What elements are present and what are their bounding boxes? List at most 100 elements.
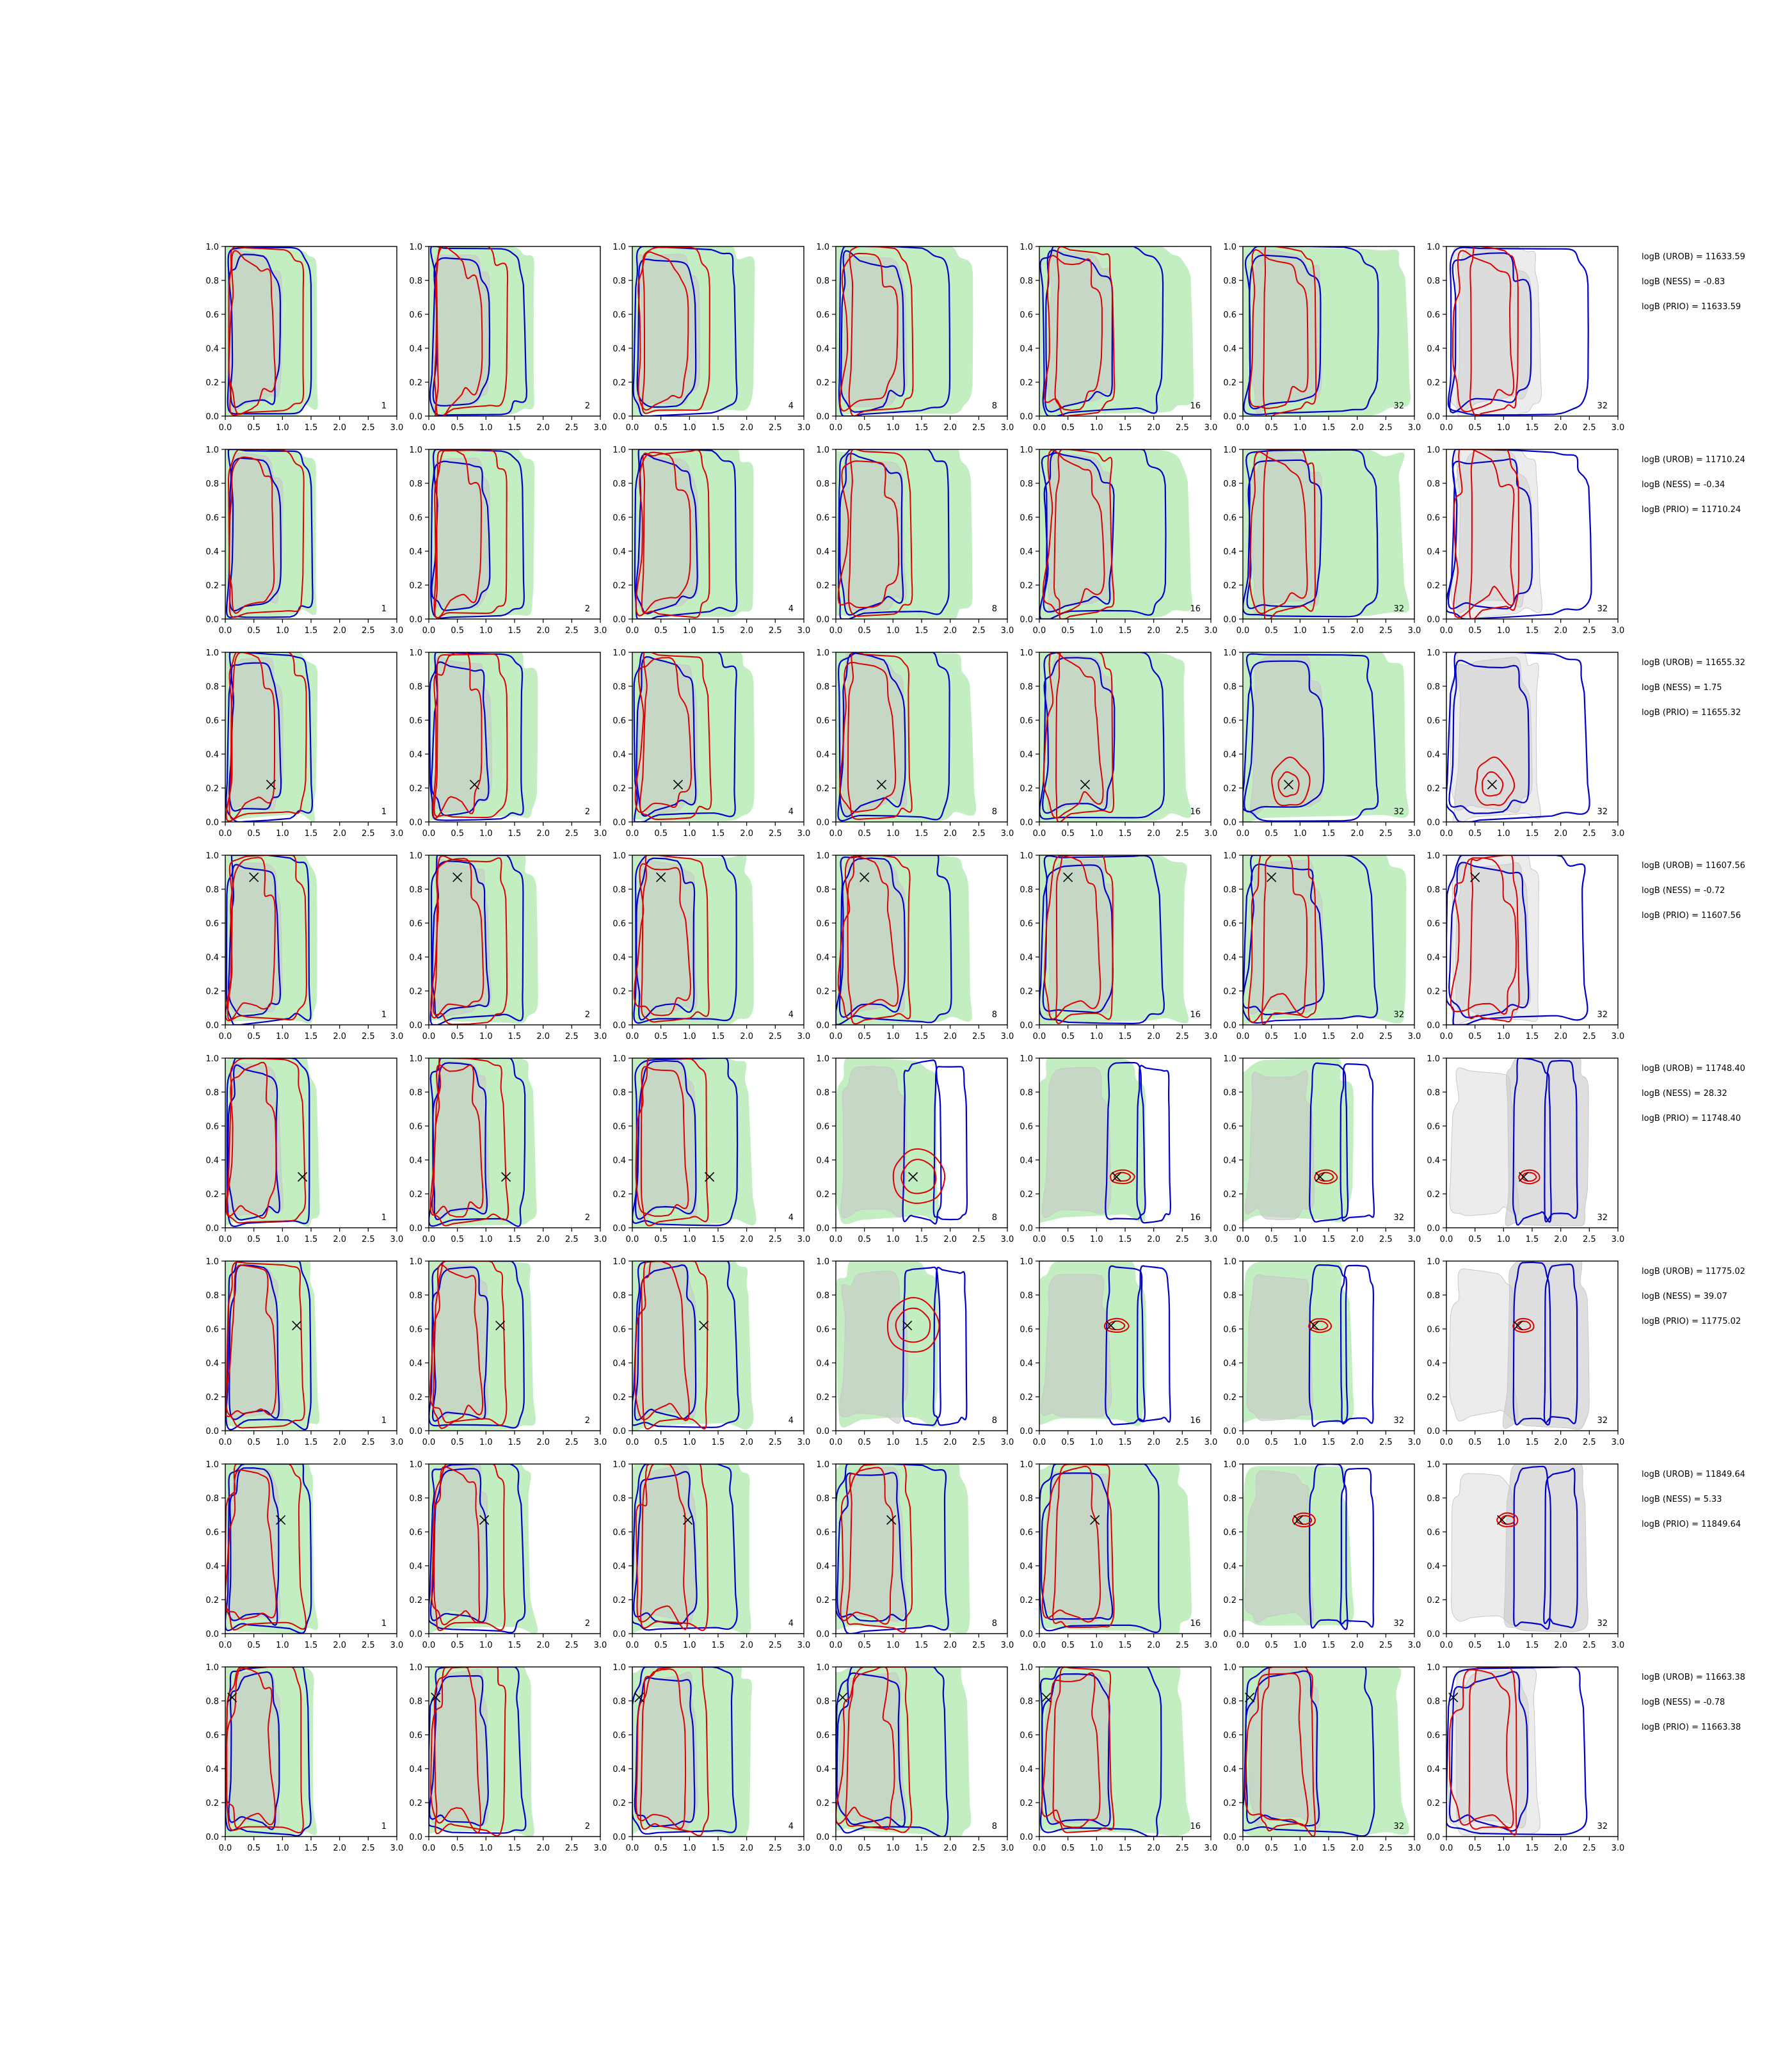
- subplot-contours: [1243, 1058, 1375, 1224]
- red-contour-inner: [837, 460, 900, 609]
- blue-contour-inner: [430, 661, 490, 817]
- prior-fill: [1046, 858, 1116, 1017]
- column-label: 32: [1393, 807, 1404, 817]
- marker-stroke-b: [452, 872, 463, 883]
- x-tick-label: 3.0: [1204, 1032, 1218, 1042]
- subplot-r2-c6: 0.0 0.5 1.0 1.5 2.0 2.5 3.0 0.0 0.2 0.4 0.6 0.8 1.0 3…: [1223, 446, 1421, 636]
- true-value-marker: [699, 1321, 709, 1331]
- x-tick-label: 2.0: [1350, 626, 1364, 636]
- red-contour-inner: [637, 251, 689, 411]
- x-tick-label: 1.5: [915, 1235, 929, 1244]
- y-tick-label: 0.4: [409, 953, 422, 963]
- marker-stroke-b: [902, 1321, 913, 1331]
- subplot-contours: [1243, 1667, 1409, 1837]
- true-value-marker: [1309, 1321, 1320, 1331]
- red-contour-outer: [887, 1297, 940, 1353]
- prior-fill: [1454, 656, 1533, 814]
- red-contour-inner: [1108, 1320, 1126, 1331]
- x-tick-label: 1.5: [1119, 1032, 1132, 1042]
- x-tick-label: 2.5: [769, 626, 782, 636]
- marker-stroke-b: [673, 780, 684, 790]
- x-tick-label: 1.0: [683, 1641, 696, 1650]
- prior-fill: [227, 1467, 281, 1622]
- red-contour-outer: [225, 1058, 307, 1224]
- y-tick-label: 1.0: [1427, 1257, 1440, 1267]
- red-contour-inner: [1516, 1321, 1532, 1331]
- y-tick-label: 0.0: [1223, 615, 1236, 625]
- red-contour-inner: [839, 661, 897, 813]
- y-tick-label: 0.2: [1020, 581, 1033, 591]
- x-tick-label: 0.5: [1468, 1641, 1482, 1650]
- blue-contour-outer: [837, 652, 950, 822]
- red-contour-inner: [635, 1464, 689, 1630]
- x-tick-label: 3.0: [390, 626, 404, 636]
- x-tick-label: 0.5: [858, 829, 871, 839]
- marker-stroke-b: [886, 1515, 897, 1525]
- y-tick-label: 0.4: [816, 547, 829, 557]
- prior-fill: [226, 862, 283, 1014]
- subplot-contours: [1446, 1667, 1588, 1836]
- true-value-marker: [1267, 872, 1277, 883]
- x-tick-label: 2.5: [1583, 1641, 1596, 1650]
- y-tick-label: 0.4: [409, 1156, 422, 1166]
- red-contour-inner: [1041, 1465, 1101, 1623]
- x-tick-label: 2.5: [769, 1641, 782, 1650]
- x-tick-label: 2.0: [1350, 1438, 1364, 1447]
- red-contour-outer: [641, 246, 710, 414]
- marker-stroke-b: [495, 1321, 506, 1331]
- red-contour-inner: [431, 1465, 481, 1626]
- red-contour-outer: [639, 652, 712, 821]
- column-label: 32: [1393, 1213, 1404, 1223]
- true-value-marker: [469, 780, 480, 790]
- x-tick-label: 2.0: [1350, 423, 1364, 433]
- x-tick-label: 3.0: [594, 1235, 607, 1244]
- blue-contour-outer: [225, 1261, 312, 1431]
- true-value-marker: [249, 872, 259, 883]
- y-tick-label: 0.0: [612, 1630, 626, 1639]
- y-tick-label: 1.0: [816, 851, 829, 861]
- subplot-contours: [429, 1261, 536, 1431]
- x-tick-label: 0.0: [219, 1032, 232, 1042]
- subplot-contours: [225, 1261, 320, 1431]
- column-label: 32: [1393, 1619, 1404, 1629]
- red-contour-inner: [633, 863, 692, 1017]
- logB-annotations-row-6: logB (UROB) = 11775.02 logB (NESS) = 39.0…: [1642, 1267, 1745, 1326]
- marker-stroke-b: [1080, 780, 1091, 790]
- red-contour-inner: [225, 1469, 277, 1620]
- x-tick-label: 0.0: [1236, 1844, 1250, 1853]
- y-tick-label: 0.8: [1223, 479, 1236, 489]
- x-tick-label: 2.0: [1147, 1641, 1160, 1650]
- x-tick-label: 3.0: [390, 1438, 404, 1447]
- x-tick-label: 2.0: [536, 1438, 550, 1447]
- prior-fill-wide: [1448, 1667, 1540, 1836]
- x-tick-label: 0.0: [422, 829, 436, 839]
- red-contour-inner: [432, 652, 483, 819]
- x-tick-label: 2.0: [333, 423, 346, 433]
- blue-contour-outer: [429, 855, 524, 1025]
- logB-prio-label: logB (PRIO) = 11633.59: [1642, 302, 1741, 312]
- y-tick-label: 1.0: [816, 648, 829, 658]
- y-tick-label: 0.8: [409, 1697, 422, 1707]
- column-label: 4: [788, 604, 794, 614]
- x-tick-label: 0.5: [247, 1438, 260, 1447]
- true-value-marker: [902, 1321, 913, 1331]
- y-tick-label: 1.0: [1427, 243, 1440, 252]
- y-tick-label: 0.4: [816, 1562, 829, 1572]
- marker-stroke-b: [431, 1693, 441, 1703]
- x-tick-label: 2.0: [1147, 1235, 1160, 1244]
- x-tick-label: 1.0: [886, 1032, 900, 1042]
- marker-stroke-b: [479, 1515, 490, 1525]
- subplot-r1-c4: 0.0 0.5 1.0 1.5 2.0 2.5 3.0 0.0 0.2 0.4 0.6 0.8 1.0 8: [816, 243, 1014, 433]
- y-tick-label: 0.2: [612, 1596, 626, 1605]
- subplot-r3-c3: 0.0 0.5 1.0 1.5 2.0 2.5 3.0 0.0 0.2 0.4 0.6 0.8 1.0 4: [612, 648, 810, 839]
- subplot-contours: [1039, 652, 1192, 822]
- subplot-r3-c1: 0.0 0.5 1.0 1.5 2.0 2.5 3.0 0.0 0.2 0.4 0.6 0.8 1.0 1: [205, 648, 403, 839]
- x-tick-label: 2.5: [565, 626, 579, 636]
- blue-contour-inner: [1041, 657, 1116, 814]
- blue-contour-outer: [1340, 1264, 1374, 1425]
- y-tick-label: 0.8: [612, 1291, 626, 1301]
- y-tick-label: 0.6: [205, 513, 219, 523]
- x-tick-label: 0.5: [1468, 1235, 1482, 1244]
- x-tick-label: 1.0: [886, 423, 900, 433]
- x-tick-label: 1.0: [479, 626, 493, 636]
